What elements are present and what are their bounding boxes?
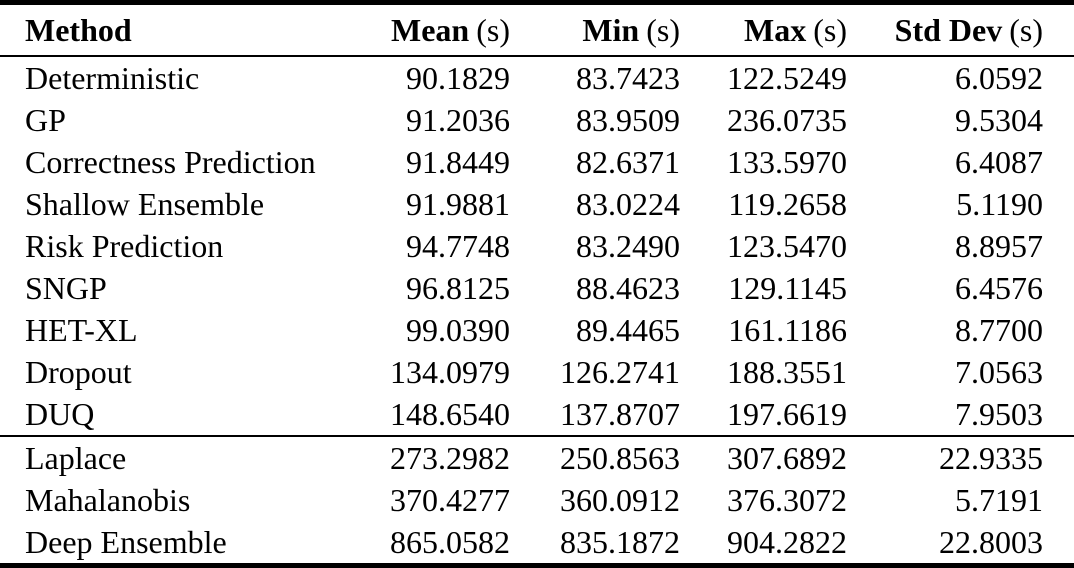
table-row-mahalanobis: Mahalanobis 370.4277 360.0912 376.3072 5… — [0, 479, 1074, 521]
min-cell: 83.2490 — [576, 227, 680, 264]
min-cell: 83.7423 — [576, 59, 680, 96]
min-cell: 83.9509 — [576, 101, 680, 138]
max-cell: 197.6619 — [727, 395, 847, 432]
max-cell: 133.5970 — [727, 143, 847, 180]
mean-cell: 865.0582 — [390, 523, 510, 560]
max-cell: 122.5249 — [727, 59, 847, 96]
min-cell: 82.6371 — [576, 143, 680, 180]
column-header-min: Min (s) — [510, 3, 680, 57]
max-cell: 307.6892 — [727, 439, 847, 476]
method-cell: Mahalanobis — [25, 481, 191, 518]
mean-cell: 134.0979 — [390, 353, 510, 390]
max-cell: 188.3551 — [727, 353, 847, 390]
stddev-cell: 7.9503 — [955, 395, 1043, 432]
column-header-max-unit: (s) — [813, 11, 847, 48]
table-row-laplace: Laplace 273.2982 250.8563 307.6892 22.93… — [0, 436, 1074, 479]
table-body-slow-methods: Laplace 273.2982 250.8563 307.6892 22.93… — [0, 436, 1074, 566]
mean-cell: 91.8449 — [406, 143, 510, 180]
stddev-cell: 6.0592 — [955, 59, 1043, 96]
stddev-cell: 6.4087 — [955, 143, 1043, 180]
method-cell: GP — [25, 101, 66, 138]
stddev-cell: 6.4576 — [955, 269, 1043, 306]
method-cell: Risk Prediction — [25, 227, 224, 264]
mean-cell: 99.0390 — [406, 311, 510, 348]
column-header-mean-unit: (s) — [476, 11, 510, 48]
table-row-duq: DUQ 148.6540 137.8707 197.6619 7.9503 — [0, 393, 1074, 436]
mean-cell: 91.9881 — [406, 185, 510, 222]
stddev-cell: 22.9335 — [939, 439, 1043, 476]
column-header-mean: Mean (s) — [360, 3, 510, 57]
table-body-fast-methods: Deterministic 90.1829 83.7423 122.5249 6… — [0, 56, 1074, 436]
table-row-deep-ensemble: Deep Ensemble 865.0582 835.1872 904.2822… — [0, 521, 1074, 566]
column-header-mean-label: Mean — [391, 11, 470, 48]
max-cell: 904.2822 — [727, 523, 847, 560]
max-cell: 236.0735 — [727, 101, 847, 138]
min-cell: 137.8707 — [560, 395, 680, 432]
method-cell: Deterministic — [25, 59, 200, 96]
table-row-correctness-prediction: Correctness Prediction 91.8449 82.6371 1… — [0, 141, 1074, 183]
max-cell: 129.1145 — [728, 269, 847, 306]
method-cell: SNGP — [25, 269, 107, 306]
header-row: Method Mean (s) Min (s) Max (s) Std Dev (s) — [0, 3, 1074, 57]
max-cell: 161.1186 — [728, 311, 847, 348]
stddev-cell: 9.5304 — [955, 101, 1043, 138]
min-cell: 83.0224 — [576, 185, 680, 222]
table-header: Method Mean (s) Min (s) Max (s) Std Dev (s) — [0, 3, 1074, 57]
mean-cell: 96.8125 — [406, 269, 510, 306]
column-header-min-unit: (s) — [646, 11, 680, 48]
column-header-min-label: Min — [582, 11, 640, 48]
table-row-sngp: SNGP 96.8125 88.4623 129.1145 6.4576 — [0, 267, 1074, 309]
max-cell: 376.3072 — [727, 481, 847, 518]
method-cell: DUQ — [25, 395, 95, 432]
stddev-cell: 8.7700 — [955, 311, 1043, 348]
table-row-gp: GP 91.2036 83.9509 236.0735 9.5304 — [0, 99, 1074, 141]
table-row-het-xl: HET-XL 99.0390 89.4465 161.1186 8.7700 — [0, 309, 1074, 351]
column-header-stddev-label: Std Dev — [894, 11, 1003, 48]
min-cell: 88.4623 — [576, 269, 680, 306]
min-cell: 250.8563 — [560, 439, 680, 476]
stddev-cell: 22.8003 — [939, 523, 1043, 560]
mean-cell: 94.7748 — [406, 227, 510, 264]
method-cell: Laplace — [25, 439, 127, 476]
method-cell: Deep Ensemble — [25, 523, 227, 560]
stddev-cell: 8.8957 — [955, 227, 1043, 264]
min-cell: 835.1872 — [560, 523, 680, 560]
max-cell: 123.5470 — [727, 227, 847, 264]
method-cell: HET-XL — [25, 311, 138, 348]
mean-cell: 90.1829 — [406, 59, 510, 96]
column-header-stddev: Std Dev (s) — [847, 3, 1074, 57]
mean-cell: 91.2036 — [406, 101, 510, 138]
mean-cell: 370.4277 — [390, 481, 510, 518]
method-cell: Shallow Ensemble — [25, 185, 265, 222]
method-cell: Correctness Prediction — [25, 143, 316, 180]
table-row-deterministic: Deterministic 90.1829 83.7423 122.5249 6… — [0, 56, 1074, 99]
stddev-cell: 5.7191 — [955, 481, 1043, 518]
min-cell: 126.2741 — [560, 353, 680, 390]
table-row-risk-prediction: Risk Prediction 94.7748 83.2490 123.5470… — [0, 225, 1074, 267]
mean-cell: 273.2982 — [390, 439, 510, 476]
column-header-max: Max (s) — [680, 3, 847, 57]
max-cell: 119.2658 — [728, 185, 847, 222]
min-cell: 89.4465 — [576, 311, 680, 348]
stddev-cell: 5.1190 — [956, 185, 1043, 222]
method-cell: Dropout — [25, 353, 132, 390]
min-cell: 360.0912 — [560, 481, 680, 518]
column-header-stddev-unit: (s) — [1009, 11, 1043, 48]
table-row-shallow-ensemble: Shallow Ensemble 91.9881 83.0224 119.265… — [0, 183, 1074, 225]
column-header-max-label: Max — [744, 11, 807, 48]
column-header-method-label: Method — [25, 11, 132, 48]
table-row-dropout: Dropout 134.0979 126.2741 188.3551 7.056… — [0, 351, 1074, 393]
column-header-method: Method — [0, 3, 360, 57]
mean-cell: 148.6540 — [390, 395, 510, 432]
stddev-cell: 7.0563 — [955, 353, 1043, 390]
